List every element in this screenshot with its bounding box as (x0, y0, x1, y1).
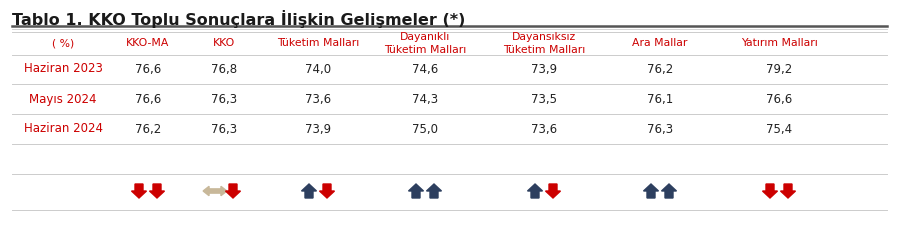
Text: 76,6: 76,6 (766, 92, 792, 106)
Text: Haziran 2024: Haziran 2024 (23, 122, 102, 136)
Text: 75,0: 75,0 (412, 122, 438, 136)
Text: 76,3: 76,3 (211, 92, 237, 106)
Polygon shape (528, 184, 542, 198)
Text: 73,6: 73,6 (305, 92, 331, 106)
Text: 79,2: 79,2 (766, 62, 792, 76)
Text: KKO-MA: KKO-MA (127, 39, 170, 48)
Text: 73,9: 73,9 (531, 62, 557, 76)
Text: ( %): ( %) (52, 39, 74, 48)
Polygon shape (408, 184, 423, 198)
Polygon shape (780, 184, 796, 198)
Polygon shape (644, 184, 658, 198)
Text: 75,4: 75,4 (766, 122, 792, 136)
Text: 76,8: 76,8 (211, 62, 237, 76)
Text: 74,0: 74,0 (305, 62, 331, 76)
Text: 76,6: 76,6 (135, 92, 161, 106)
Text: Ara Mallar: Ara Mallar (632, 39, 688, 48)
Polygon shape (762, 184, 778, 198)
Text: 76,6: 76,6 (135, 62, 161, 76)
Text: Tüketim Malları: Tüketim Malları (277, 39, 359, 48)
Text: 76,1: 76,1 (647, 92, 673, 106)
Polygon shape (426, 184, 441, 198)
Text: Dayanıklı
Tüketim Malları: Dayanıklı Tüketim Malları (384, 32, 466, 55)
Text: 73,9: 73,9 (305, 122, 331, 136)
Text: 74,6: 74,6 (412, 62, 438, 76)
Polygon shape (319, 184, 334, 198)
Text: 73,5: 73,5 (531, 92, 557, 106)
Text: Dayansıksız
Tüketim Malları: Dayansıksız Tüketim Malları (503, 32, 585, 55)
Text: Haziran 2023: Haziran 2023 (23, 62, 102, 76)
Text: KKO: KKO (213, 39, 236, 48)
Polygon shape (131, 184, 147, 198)
Text: Tablo 1. KKO Toplu Sonuçlara İlişkin Gelişmeler (*): Tablo 1. KKO Toplu Sonuçlara İlişkin Gel… (12, 10, 466, 28)
Text: Mayıs 2024: Mayıs 2024 (30, 92, 97, 106)
Polygon shape (546, 184, 560, 198)
Polygon shape (149, 184, 165, 198)
Text: 76,2: 76,2 (135, 122, 161, 136)
Text: 74,3: 74,3 (412, 92, 438, 106)
Polygon shape (301, 184, 316, 198)
Polygon shape (662, 184, 677, 198)
Text: 76,3: 76,3 (211, 122, 237, 136)
Text: 76,2: 76,2 (647, 62, 673, 76)
Polygon shape (226, 184, 241, 198)
Text: 76,3: 76,3 (647, 122, 673, 136)
Polygon shape (203, 186, 227, 196)
Text: Yatırım Malları: Yatırım Malları (741, 39, 817, 48)
Text: 73,6: 73,6 (531, 122, 557, 136)
